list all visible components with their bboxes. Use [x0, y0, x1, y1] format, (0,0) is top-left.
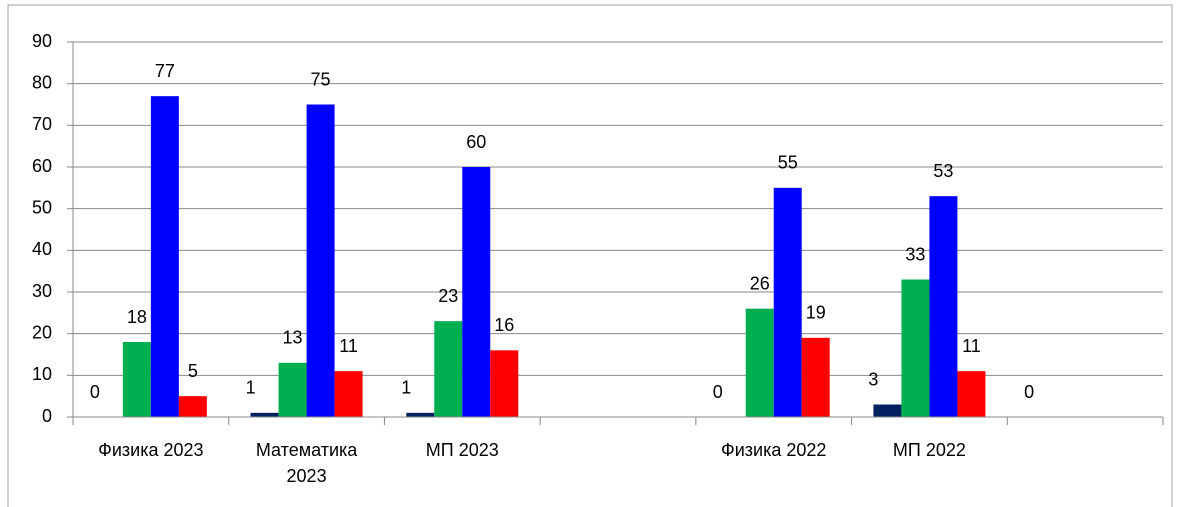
data-label: 77: [155, 61, 175, 81]
chart-border: [7, 4, 1173, 507]
bar: [122, 342, 151, 417]
data-label: 23: [438, 286, 458, 306]
bar: [873, 404, 902, 417]
data-label: 0: [90, 382, 100, 402]
data-label: 13: [283, 328, 303, 348]
bar: [306, 104, 335, 417]
x-tick-label: МП 2023: [425, 440, 499, 460]
bar: [745, 308, 774, 417]
y-tick-label: 0: [42, 406, 52, 426]
bar: [773, 187, 802, 417]
data-label: 5: [188, 361, 198, 381]
data-label: 60: [466, 132, 486, 152]
data-label: 26: [750, 273, 770, 293]
data-label: 11: [339, 336, 358, 356]
y-tick-label: 60: [32, 156, 52, 176]
bar: [178, 396, 207, 417]
y-tick-label: 50: [32, 197, 52, 217]
data-label: 0: [1024, 382, 1034, 402]
data-label: 1: [246, 378, 256, 398]
bar: [406, 412, 435, 417]
data-label: 55: [778, 153, 798, 173]
y-tick-label: 40: [32, 239, 52, 259]
data-label: 18: [127, 307, 147, 327]
y-tick-label: 90: [32, 31, 52, 51]
bar: [334, 371, 363, 417]
bar: [957, 371, 986, 417]
data-label: 11: [962, 336, 981, 356]
data-label: 75: [311, 69, 331, 89]
bar: [462, 167, 491, 417]
data-label: 33: [905, 244, 925, 264]
data-label: 53: [933, 161, 953, 181]
bar: [490, 350, 519, 417]
data-label: 1: [401, 378, 411, 398]
y-tick-label: 70: [32, 114, 52, 134]
y-tick-label: 80: [32, 72, 52, 92]
bar: [901, 279, 930, 417]
y-tick-label: 20: [32, 322, 52, 342]
bar: [278, 362, 307, 417]
x-tick-label: Физика 2023: [98, 440, 204, 460]
bar: [434, 321, 463, 417]
bar: [250, 412, 279, 417]
data-label: 0: [713, 382, 723, 402]
bar: [150, 96, 179, 418]
bar: [801, 337, 830, 417]
y-tick-label: 30: [32, 281, 52, 301]
x-tick-label: Физика 2022: [721, 440, 827, 460]
x-tick-label: Математика 2023: [255, 440, 358, 486]
data-label: 3: [868, 369, 878, 389]
data-label: 16: [494, 315, 514, 335]
data-label: 19: [806, 303, 826, 323]
bar: [929, 196, 958, 417]
y-tick-label: 10: [32, 364, 52, 384]
x-tick-label: МП 2022: [892, 440, 966, 460]
